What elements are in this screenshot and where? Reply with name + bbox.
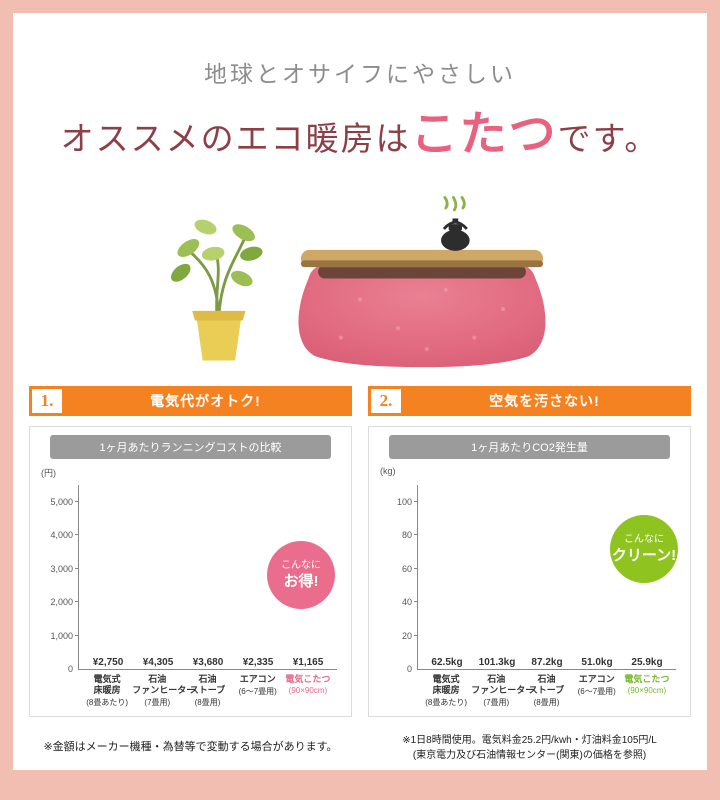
x-labels: 電気式 床暖房 (8畳あたり) 石油 ファンヒーター (7畳用) 石油 ストーブ (8畳用) エア… <box>78 674 337 708</box>
y-tick-label: 0 <box>67 664 73 674</box>
x-category-label: エアコン (6〜7畳用) <box>577 674 616 696</box>
bar-column: 51.0kg <box>580 657 614 669</box>
bar-value-label: 25.9kg <box>631 657 663 668</box>
section-1-number: 1. <box>32 389 62 413</box>
running-cost-chart: 1ヶ月あたりランニングコストの比較 (円) ¥2,750 ¥4,305 ¥3,680… <box>29 426 352 717</box>
bar-value-label: 51.0kg <box>581 657 613 668</box>
y-tick-mark <box>414 567 418 569</box>
y-tick-label: 1,000 <box>50 630 73 641</box>
bar-value-label: ¥2,335 <box>242 657 274 668</box>
section-clean-air: 2. 空気を汚さない! 1ヶ月あたりCO2発生量 (kg) 62.5kg 101.… <box>368 386 691 717</box>
bar-value-label: ¥2,750 <box>92 657 124 668</box>
note-1-text: ※金額はメーカー機種・為替等で変動する場合があります。 <box>43 740 338 753</box>
plot-area: (円) ¥2,750 ¥4,305 ¥3,680 ¥2,335 ¥1,165 こんなに … <box>41 468 337 674</box>
title-highlight: こたつ <box>410 109 558 161</box>
chart-2-title: 1ヶ月あたりCO2発生量 <box>389 435 670 459</box>
title-pre: オススメのエコ暖房は <box>60 122 411 158</box>
x-labels: 電気式 床暖房 (8畳あたり) 石油 ファンヒーター (7畳用) 石油 ストーブ (8畳用) エア… <box>417 674 676 708</box>
bar-column: 101.3kg <box>478 657 516 669</box>
x-category-label: 石油 ファンヒーター (7畳用) <box>471 674 535 707</box>
section-electricity-cost: 1. 電気代がオトク! 1ヶ月あたりランニングコストの比較 (円) ¥2,750… <box>29 386 352 717</box>
y-tick-mark <box>75 567 79 569</box>
title-mainline: オススメのエコ暖房はこたつです。 <box>13 95 707 164</box>
page-title: 地球とオサイフにやさしい オススメのエコ暖房はこたつです。 <box>13 55 707 164</box>
section-2-number: 2. <box>371 389 401 413</box>
footnotes: ※金額はメーカー機種・為替等で変動する場合があります。 ※1日8時間使用。電気料… <box>13 733 707 763</box>
y-tick-mark <box>75 500 79 502</box>
bar-column: ¥1,165 <box>291 657 325 669</box>
x-category-label: 電気式 床暖房 (8畳あたり) <box>86 674 128 707</box>
bars: 62.5kg 101.3kg 87.2kg 51.0kg 25.9kg <box>418 485 676 669</box>
section-1-banner: 1. 電気代がオトク! <box>29 386 352 416</box>
y-tick-mark <box>414 601 418 603</box>
title-post: です。 <box>557 122 660 158</box>
y-tick-label: 3,000 <box>50 563 73 574</box>
bar-value-label: 62.5kg <box>431 657 463 668</box>
y-tick-mark <box>414 534 418 536</box>
x-category-label: 石油 ストーブ (8畳用) <box>189 674 226 707</box>
bar-value-label: 101.3kg <box>478 657 516 668</box>
note-2-line1: ※1日8時間使用。電気料金25.2円/kwh・灯油料金105円/L <box>402 734 657 746</box>
note-2-line2: (東京電力及び石油情報センター(関東)の価格を参照) <box>412 749 647 761</box>
x-category-label: 電気式 床暖房 (8畳あたり) <box>425 674 467 707</box>
kettle-icon <box>441 196 470 251</box>
chart-1-title: 1ヶ月あたりランニングコストの比較 <box>50 435 331 459</box>
bar-column: ¥4,305 <box>141 657 175 669</box>
bar-column: ¥2,335 <box>241 657 275 669</box>
y-tick-label: 40 <box>401 597 412 608</box>
bars: ¥2,750 ¥4,305 ¥3,680 ¥2,335 ¥1,165 <box>79 485 337 669</box>
bar-value-label: ¥4,305 <box>142 657 174 668</box>
badge-line2: クリーン! <box>611 546 677 564</box>
badge-line1: こんなに <box>624 533 664 545</box>
y-tick-label: 5,000 <box>50 496 73 507</box>
note-cost-disclaimer: ※金額はメーカー機種・為替等で変動する場合があります。 <box>29 733 352 763</box>
y-axis-unit: (円) <box>41 468 56 478</box>
y-tick-label: 4,000 <box>50 530 73 541</box>
co2-emission-chart: 1ヶ月あたりCO2発生量 (kg) 62.5kg 101.3kg 87.2kg 51.… <box>368 426 691 717</box>
y-axis-unit: (kg) <box>380 466 396 476</box>
steam-icon <box>443 196 466 212</box>
y-tick-mark <box>75 534 79 536</box>
bar-value-label: ¥3,680 <box>192 657 224 668</box>
y-tick-label: 100 <box>396 496 412 507</box>
bar-column: 25.9kg <box>630 657 664 669</box>
y-tick-mark <box>75 601 79 603</box>
plot-area: (kg) 62.5kg 101.3kg 87.2kg 51.0kg 25.9kg こんな… <box>380 466 678 674</box>
clean-badge: こんなに クリーン! <box>610 515 678 583</box>
plant-icon <box>170 219 263 361</box>
title-subline: 地球とオサイフにやさしい <box>204 62 516 87</box>
y-tick-label: 80 <box>401 530 412 541</box>
x-category-label: エアコン (6〜7畳用) <box>238 674 277 696</box>
illustration <box>13 166 707 376</box>
bar-value-label: ¥1,165 <box>292 657 324 668</box>
y-tick-mark <box>75 634 79 636</box>
x-category-label: 電気こたつ (90×90cm) <box>624 674 670 695</box>
y-tick-label: 0 <box>406 664 412 674</box>
section-2-heading: 空気を汚さない! <box>489 393 600 409</box>
savings-badge: こんなに お得! <box>267 541 335 609</box>
bar-column: 62.5kg <box>430 657 464 669</box>
x-category-label: 石油 ファンヒーター (7畳用) <box>132 674 196 707</box>
y-tick-label: 20 <box>401 630 412 641</box>
y-tick-label: 2,000 <box>50 597 73 608</box>
y-tick-mark <box>414 634 418 636</box>
bar-column: ¥2,750 <box>91 657 125 669</box>
section-2-banner: 2. 空気を汚さない! <box>368 386 691 416</box>
y-tick-label: 60 <box>401 563 412 574</box>
note-usage-conditions: ※1日8時間使用。電気料金25.2円/kwh・灯油料金105円/L (東京電力及… <box>368 733 691 763</box>
badge-line1: こんなに <box>281 559 321 571</box>
bar-value-label: 87.2kg <box>531 657 563 668</box>
badge-line2: お得! <box>283 572 319 590</box>
x-category-label: 電気こたつ (90×90cm) <box>285 674 331 695</box>
kotatsu-scene-illustration <box>170 196 546 368</box>
page-frame: 地球とオサイフにやさしい オススメのエコ暖房はこたつです。 <box>13 13 707 770</box>
section-1-heading: 電気代がオトク! <box>150 393 261 409</box>
bar-column: 87.2kg <box>530 657 564 669</box>
y-tick-mark <box>414 500 418 502</box>
bar-column: ¥3,680 <box>191 657 225 669</box>
kotatsu-icon <box>298 196 546 368</box>
sections-row: 1. 電気代がオトク! 1ヶ月あたりランニングコストの比較 (円) ¥2,750… <box>13 386 707 717</box>
x-category-label: 石油 ストーブ (8畳用) <box>528 674 565 707</box>
